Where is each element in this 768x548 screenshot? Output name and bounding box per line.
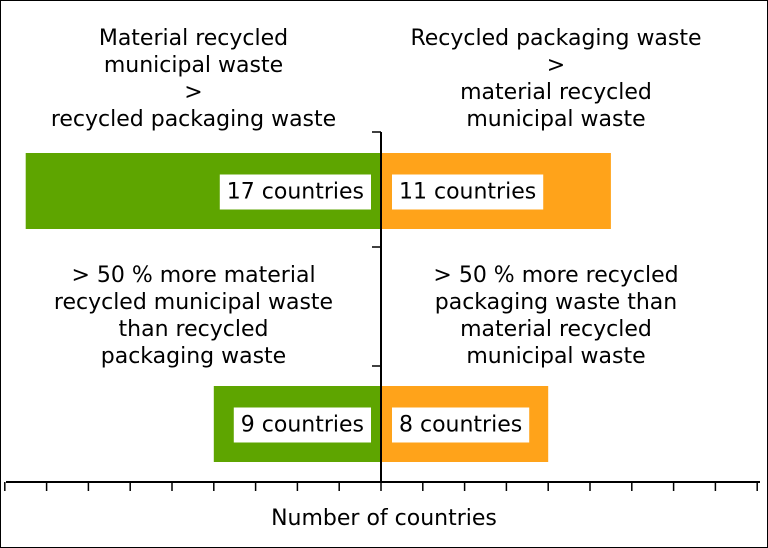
bottom-left-heading: > 50 % more material recycled municipal … [53,263,334,369]
bar-right-label-1: 11 countries [399,180,536,205]
value-label-box [233,407,371,443]
value-label-box [219,174,371,210]
bar-left-label-1: 17 countries [227,180,364,205]
top-left-heading: Material recycled municipal waste > recy… [50,26,337,132]
top-right-heading: Recycled packaging waste > material recy… [410,26,702,132]
bar-left-label-2: 9 countries [241,413,364,438]
x-axis-label: Number of countries [271,506,497,531]
value-label-box [392,174,544,210]
bottom-right-heading: > 50 % more recycled packaging waste tha… [433,263,679,369]
bar-right-label-2: 8 countries [399,413,522,438]
value-label-box [392,407,530,443]
